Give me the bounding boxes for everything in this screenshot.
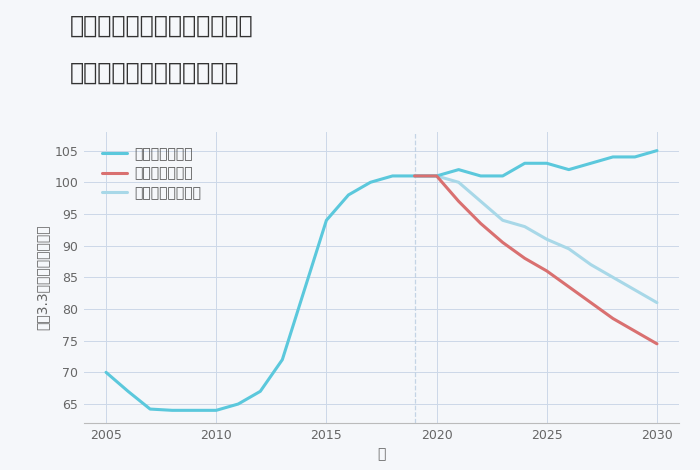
Line: グッドシナリオ: グッドシナリオ	[106, 150, 657, 410]
バッドシナリオ	[433, 173, 441, 179]
ノーマルシナリオ	[609, 274, 617, 280]
ノーマルシナリオ	[477, 198, 485, 204]
グッドシナリオ	[477, 173, 485, 179]
ノーマルシナリオ	[542, 236, 551, 242]
ノーマルシナリオ	[521, 224, 529, 229]
バッドシナリオ	[454, 198, 463, 204]
Text: 福岡県朝倉郡東峰村小石原の: 福岡県朝倉郡東峰村小石原の	[70, 14, 253, 38]
グッドシナリオ	[565, 167, 573, 172]
バッドシナリオ	[410, 173, 419, 179]
Text: 中古マンションの価格推移: 中古マンションの価格推移	[70, 61, 239, 85]
グッドシナリオ	[124, 389, 132, 394]
バッドシナリオ	[542, 268, 551, 274]
バッドシナリオ	[477, 220, 485, 226]
グッドシナリオ	[433, 173, 441, 179]
グッドシナリオ	[322, 218, 330, 223]
ノーマルシナリオ	[498, 218, 507, 223]
グッドシナリオ	[498, 173, 507, 179]
グッドシナリオ	[410, 173, 419, 179]
バッドシナリオ	[498, 240, 507, 245]
グッドシナリオ	[344, 192, 353, 198]
ノーマルシナリオ	[631, 287, 639, 293]
グッドシナリオ	[278, 357, 286, 362]
ノーマルシナリオ	[433, 173, 441, 179]
バッドシナリオ	[521, 256, 529, 261]
グッドシナリオ	[521, 160, 529, 166]
Y-axis label: 坪（3.3㎡）単価（万円）: 坪（3.3㎡）単価（万円）	[35, 225, 49, 330]
バッドシナリオ	[653, 341, 662, 347]
グッドシナリオ	[587, 160, 595, 166]
ノーマルシナリオ	[565, 246, 573, 251]
グッドシナリオ	[609, 154, 617, 160]
グッドシナリオ	[146, 406, 154, 412]
ノーマルシナリオ	[454, 180, 463, 185]
バッドシナリオ	[631, 329, 639, 334]
グッドシナリオ	[234, 401, 242, 407]
グッドシナリオ	[168, 407, 176, 413]
X-axis label: 年: 年	[377, 447, 386, 461]
バッドシナリオ	[587, 300, 595, 306]
グッドシナリオ	[542, 160, 551, 166]
グッドシナリオ	[300, 287, 309, 293]
グッドシナリオ	[102, 369, 110, 375]
ノーマルシナリオ	[410, 173, 419, 179]
Line: ノーマルシナリオ: ノーマルシナリオ	[414, 176, 657, 303]
バッドシナリオ	[565, 284, 573, 290]
グッドシナリオ	[454, 167, 463, 172]
Line: バッドシナリオ: バッドシナリオ	[414, 176, 657, 344]
グッドシナリオ	[190, 407, 198, 413]
ノーマルシナリオ	[653, 300, 662, 306]
グッドシナリオ	[212, 407, 220, 413]
グッドシナリオ	[256, 389, 265, 394]
グッドシナリオ	[366, 180, 375, 185]
ノーマルシナリオ	[587, 262, 595, 267]
グッドシナリオ	[631, 154, 639, 160]
バッドシナリオ	[609, 316, 617, 321]
Legend: グッドシナリオ, バッドシナリオ, ノーマルシナリオ: グッドシナリオ, バッドシナリオ, ノーマルシナリオ	[97, 141, 207, 206]
グッドシナリオ	[653, 148, 662, 153]
グッドシナリオ	[389, 173, 397, 179]
